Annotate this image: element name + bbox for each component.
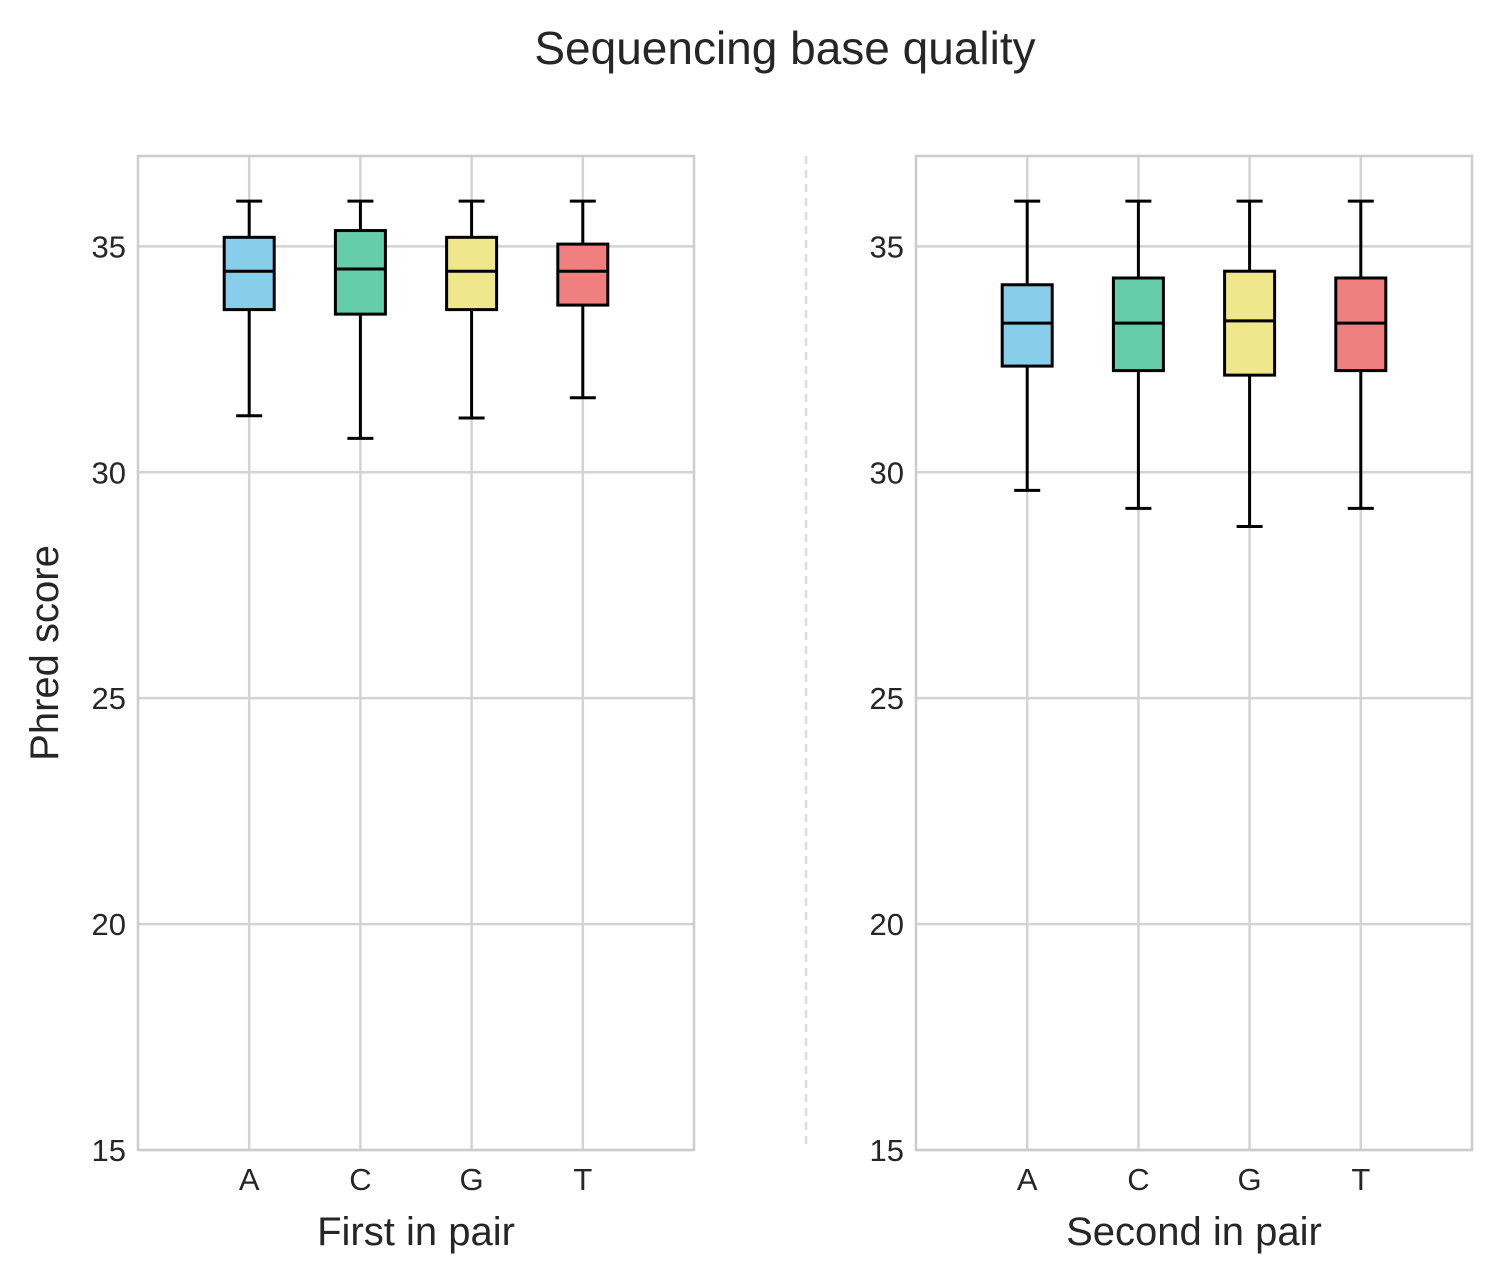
y-tick-label: 15 [92,1133,126,1168]
plot-frame [136,154,696,1152]
x-tick-label: T [1351,1162,1370,1197]
iqr-box [222,235,276,312]
x-tick-label: G [460,1162,484,1197]
y-tick-label: 20 [870,907,904,942]
y-tick-label: 35 [870,229,904,264]
y-tick-label: 35 [92,229,126,264]
box-c [333,199,387,440]
x-tick-label: T [573,1162,592,1197]
x-tick-label: A [1017,1162,1038,1197]
panel-first-in-pair: 15 20 25 30 35 A C G T First in pair [92,154,696,1254]
chart-title: Sequencing base quality [534,22,1035,74]
box-a [222,199,276,418]
x-tick-label: G [1238,1162,1262,1197]
x-tick-label: C [1127,1162,1149,1197]
plot-frame [914,154,1474,1152]
x-axis-label: Second in pair [1066,1210,1322,1254]
panel-second-in-pair: 15 20 25 30 35 A C G T Second in pair [870,154,1474,1254]
box-c [1111,199,1165,510]
x-axis-label: First in pair [317,1210,515,1254]
box-a [1000,199,1054,492]
iqr-box [1223,269,1277,377]
x-tick-label: A [239,1162,260,1197]
x-tick-label: C [349,1162,371,1197]
y-tick-label: 25 [870,681,904,716]
y-tick-label: 30 [92,455,126,490]
y-tick-label: 20 [92,907,126,942]
iqr-box [1000,283,1054,368]
box-g [1223,199,1277,528]
box-t [1334,199,1388,510]
y-tick-label: 30 [870,455,904,490]
iqr-box [333,229,387,316]
iqr-box [556,242,610,307]
iqr-box [445,235,499,312]
box-g [445,199,499,420]
box-t [556,199,610,400]
y-tick-label: 25 [92,681,126,716]
y-tick-label: 15 [870,1133,904,1168]
y-axis-label: Phred score [23,545,67,761]
